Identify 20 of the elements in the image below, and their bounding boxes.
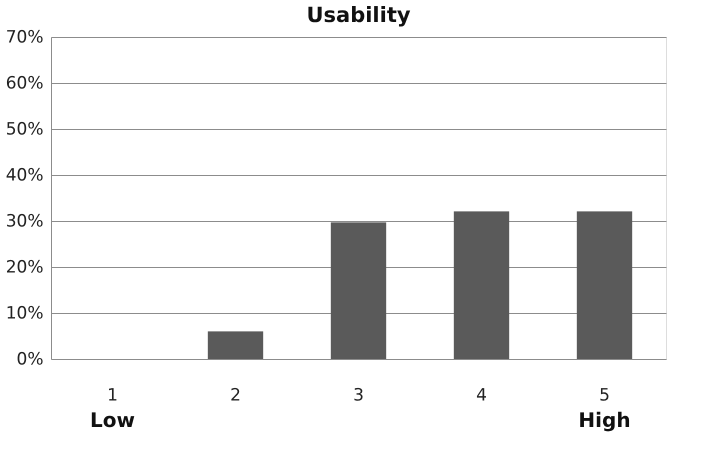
bar: [208, 331, 264, 359]
y-tick-label: 40%: [6, 166, 44, 186]
text: Low: [90, 408, 135, 432]
chart-title: Usability: [306, 3, 411, 27]
bar: [330, 222, 386, 359]
bar: [576, 211, 632, 359]
x-tick-label: 5: [599, 386, 610, 406]
bar: [454, 211, 510, 359]
y-tick-label: 30%: [6, 212, 44, 232]
y-tick-label: 60%: [6, 74, 44, 94]
x-tick-label: 2: [230, 386, 241, 406]
x-tick-label: 1: [107, 386, 118, 406]
text: High: [578, 408, 631, 432]
y-tick-label: 50%: [6, 120, 44, 140]
y-tick-label: 0%: [16, 350, 44, 370]
y-tick-label: 10%: [6, 304, 44, 324]
x-tick-label: 4: [476, 386, 487, 406]
y-tick-label: 70%: [6, 28, 44, 48]
y-tick-label: 20%: [6, 258, 44, 278]
x-tick-label: 3: [353, 386, 364, 406]
